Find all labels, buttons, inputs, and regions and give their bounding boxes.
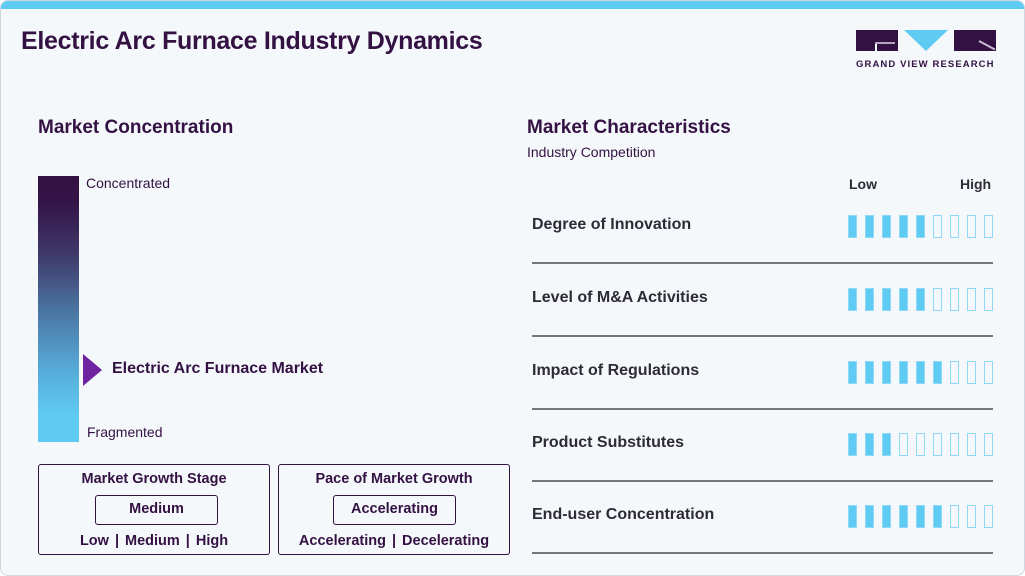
characteristic-rating-bars (848, 288, 993, 311)
rating-bar-filled (848, 288, 857, 311)
rating-bar-empty (967, 215, 976, 238)
growth-stage-title: Market Growth Stage (81, 471, 227, 487)
characteristic-label: Product Substitutes (532, 434, 685, 451)
logo-v-icon (904, 30, 948, 51)
market-position-marker-icon (83, 354, 102, 386)
scale-high-label: High (960, 176, 992, 192)
rating-bar-empty (984, 215, 993, 238)
rating-bar-filled (848, 361, 857, 384)
rating-bar-filled (899, 288, 908, 311)
rating-bar-filled (882, 361, 891, 384)
rating-bar-empty (933, 288, 942, 311)
rating-bar-empty (933, 215, 942, 238)
rating-bar-filled (882, 215, 891, 238)
rating-bar-empty (984, 361, 993, 384)
rating-bar-empty (967, 288, 976, 311)
concentration-title: Market Concentration (38, 117, 234, 138)
logo-r-icon (954, 30, 996, 51)
rating-bar-filled (865, 288, 874, 311)
rating-bar-filled (899, 505, 908, 528)
rating-bar-filled (933, 505, 942, 528)
rating-bar-empty (984, 288, 993, 311)
growth-pace-value: Accelerating (333, 495, 456, 525)
row-divider (532, 408, 993, 410)
rating-bar-filled (865, 505, 874, 528)
characteristic-rating-bars (848, 361, 993, 384)
growth-pace-option-accelerating: Accelerating (298, 533, 386, 549)
rating-bar-empty (950, 288, 959, 311)
rating-bar-empty (899, 433, 908, 456)
rating-bar-empty (950, 361, 959, 384)
rating-bar-empty (967, 505, 976, 528)
row-divider (532, 552, 993, 554)
rating-bar-filled (848, 215, 857, 238)
rating-bar-filled (916, 288, 925, 311)
scale-low-label: Low (849, 176, 877, 192)
top-accent-bar (1, 1, 1024, 9)
rating-bar-filled (865, 433, 874, 456)
rating-bar-empty (984, 505, 993, 528)
logo-g-icon (856, 30, 898, 51)
row-divider (532, 335, 993, 337)
rating-bar-filled (933, 361, 942, 384)
growth-stage-option-medium: Medium (125, 533, 180, 549)
fragmented-label: Fragmented (87, 424, 163, 440)
rating-bar-filled (899, 215, 908, 238)
growth-pace-options: Accelerating | Decelerating (298, 533, 490, 549)
characteristic-label: Degree of Innovation (532, 216, 692, 233)
rating-bar-filled (882, 505, 891, 528)
growth-pace-box: Pace of Market Growth Accelerating Accel… (278, 464, 510, 555)
rating-bar-empty (950, 505, 959, 528)
concentration-gradient-bar (38, 176, 79, 442)
characteristic-label: Level of M&A Activities (532, 289, 708, 306)
rating-bar-empty (967, 361, 976, 384)
row-divider (532, 262, 993, 264)
rating-bar-filled (865, 361, 874, 384)
concentrated-label: Concentrated (86, 175, 171, 191)
rating-bar-empty (984, 433, 993, 456)
growth-pace-option-decelerating: Decelerating (402, 533, 490, 549)
rating-bar-filled (882, 433, 891, 456)
growth-pace-title: Pace of Market Growth (315, 471, 473, 487)
characteristic-label: End-user Concentration (532, 506, 715, 523)
rating-bar-filled (916, 215, 925, 238)
page-title: Electric Arc Furnace Industry Dynamics (21, 27, 483, 55)
rating-bar-filled (916, 361, 925, 384)
rating-bar-empty (916, 433, 925, 456)
brand-logo: GRAND VIEW RESEARCH (856, 30, 998, 72)
rating-bar-filled (848, 433, 857, 456)
rating-bar-filled (865, 215, 874, 238)
characteristic-label: Impact of Regulations (532, 362, 700, 379)
brand-name: GRAND VIEW RESEARCH (856, 59, 995, 70)
characteristics-subtitle: Industry Competition (527, 144, 656, 160)
characteristic-rating-bars (848, 505, 993, 528)
growth-stage-option-low: Low (79, 533, 109, 549)
growth-stage-value: Medium (95, 495, 218, 525)
rating-bar-filled (916, 505, 925, 528)
rating-bar-filled (899, 361, 908, 384)
growth-stage-box: Market Growth Stage Medium Low | Medium | Hi… (38, 464, 270, 555)
growth-stage-options: Low | Medium | High (79, 533, 229, 549)
characteristics-title: Market Characteristics (527, 117, 731, 138)
row-divider (532, 480, 993, 482)
rating-bar-empty (950, 433, 959, 456)
rating-bar-filled (882, 288, 891, 311)
growth-stage-option-high: High (195, 533, 229, 549)
rating-bar-empty (933, 433, 942, 456)
rating-bar-empty (950, 215, 959, 238)
market-position-label: Electric Arc Furnace Market (112, 360, 324, 377)
characteristic-rating-bars (848, 215, 993, 238)
characteristic-rating-bars (848, 433, 993, 456)
rating-bar-filled (848, 505, 857, 528)
rating-bar-empty (967, 433, 976, 456)
